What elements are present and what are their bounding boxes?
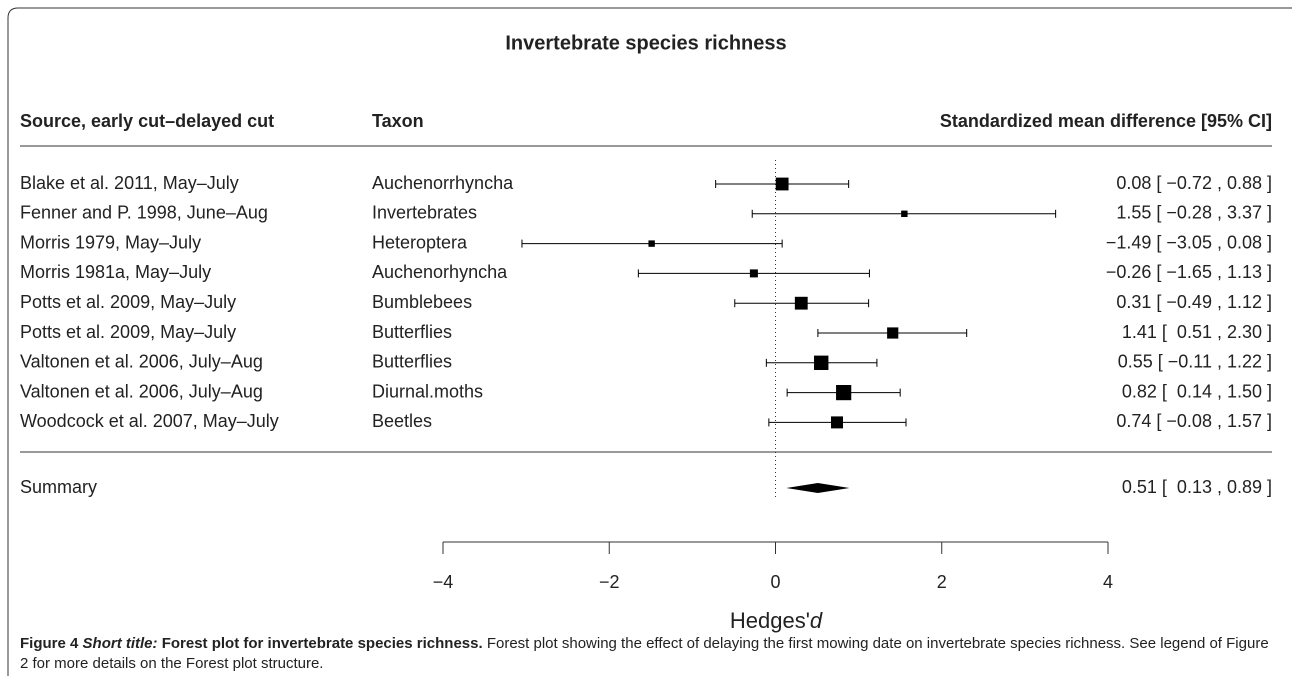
taxon-label: Auchenorhyncha	[372, 262, 508, 282]
caption-short-label: Short title:	[82, 635, 158, 652]
estimate-box	[887, 327, 899, 339]
summary-diamond	[786, 483, 850, 493]
taxon-label: Butterflies	[372, 352, 452, 372]
column-header: Source, early cut–delayed cut	[20, 111, 274, 131]
x-tick-label: 4	[1103, 572, 1113, 592]
x-tick-label: 2	[937, 572, 947, 592]
x-axis-label-symbol: d	[810, 608, 823, 633]
value-label: 0.82 [ 0.14 , 1.50 ]	[1122, 381, 1272, 401]
caption-text: Forest plot showing the effect of delayi…	[20, 635, 1269, 672]
taxon-label: Diurnal.moths	[372, 381, 483, 401]
source-label: Potts et al. 2009, May–July	[20, 292, 236, 312]
taxon-label: Butterflies	[372, 322, 452, 342]
source-label: Potts et al. 2009, May–July	[20, 322, 236, 342]
x-tick-label: 0	[770, 572, 780, 592]
chart-title: Invertebrate species richness	[505, 32, 786, 54]
x-axis-label-text: Hedges'	[730, 608, 810, 633]
value-label: 0.08 [ −0.72 , 0.88 ]	[1116, 173, 1272, 193]
caption-figure: Figure 4	[20, 635, 79, 652]
estimate-box	[775, 177, 789, 191]
source-label: Valtonen et al. 2006, July–Aug	[20, 352, 263, 372]
column-header: Standardized mean difference [95% CI]	[940, 111, 1272, 131]
taxon-label: Bumblebees	[372, 292, 472, 312]
estimate-box	[831, 416, 844, 429]
estimate-box	[648, 240, 655, 247]
source-label: Valtonen et al. 2006, July–Aug	[20, 381, 263, 401]
source-label: Morris 1979, May–July	[20, 232, 201, 252]
x-tick-label: −4	[433, 572, 454, 592]
estimate-box	[836, 385, 852, 401]
estimate-box	[749, 269, 758, 278]
taxon-label: Invertebrates	[372, 203, 477, 223]
summary-value-label: 0.51 [ 0.13 , 0.89 ]	[1122, 477, 1272, 497]
source-label: Blake et al. 2011, May–July	[20, 173, 239, 193]
value-label: 0.74 [ −0.08 , 1.57 ]	[1116, 411, 1272, 431]
estimate-box	[794, 296, 808, 310]
value-label: 1.41 [ 0.51 , 2.30 ]	[1122, 322, 1272, 342]
value-label: −0.26 [ −1.65 , 1.13 ]	[1106, 262, 1272, 282]
value-label: 0.31 [ −0.49 , 1.12 ]	[1116, 292, 1272, 312]
summary-label: Summary	[20, 477, 97, 497]
x-tick-label: −2	[599, 572, 620, 592]
taxon-label: Heteroptera	[372, 232, 468, 252]
estimate-box	[901, 210, 908, 217]
taxon-label: Beetles	[372, 411, 432, 431]
value-label: 1.55 [ −0.28 , 3.37 ]	[1116, 203, 1272, 223]
caption: Figure 4 Short title: Forest plot for in…	[20, 634, 1270, 674]
column-header: Taxon	[372, 111, 424, 131]
caption-short-title: Forest plot for invertebrate species ric…	[161, 635, 483, 652]
taxon-label: Auchenorrhyncha	[372, 173, 514, 193]
source-label: Fenner and P. 1998, June–Aug	[20, 203, 268, 223]
value-label: −1.49 [ −3.05 , 0.08 ]	[1106, 232, 1272, 252]
source-label: Woodcock et al. 2007, May–July	[20, 411, 279, 431]
source-label: Morris 1981a, May–July	[20, 262, 211, 282]
frame	[7, 7, 1292, 676]
x-axis-label: Hedges'd	[730, 608, 823, 633]
estimate-box	[814, 355, 829, 370]
value-label: 0.55 [ −0.11 , 1.22 ]	[1118, 352, 1272, 372]
